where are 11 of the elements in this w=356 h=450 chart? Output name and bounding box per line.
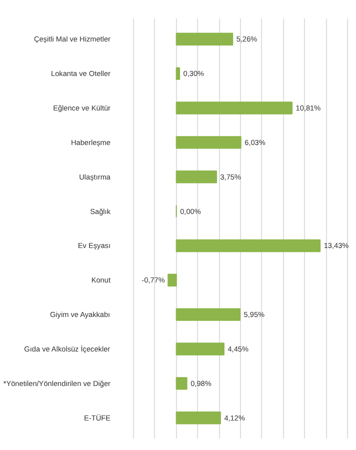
- bar: [176, 32, 234, 46]
- bar: [176, 342, 224, 356]
- bar: [176, 67, 180, 80]
- bar: [176, 411, 221, 424]
- bar: [176, 239, 321, 252]
- bar: [176, 170, 217, 184]
- bar: [176, 136, 242, 149]
- bar: [176, 308, 241, 321]
- bar: [176, 377, 188, 390]
- bar: [176, 102, 293, 114]
- bar: [168, 274, 177, 286]
